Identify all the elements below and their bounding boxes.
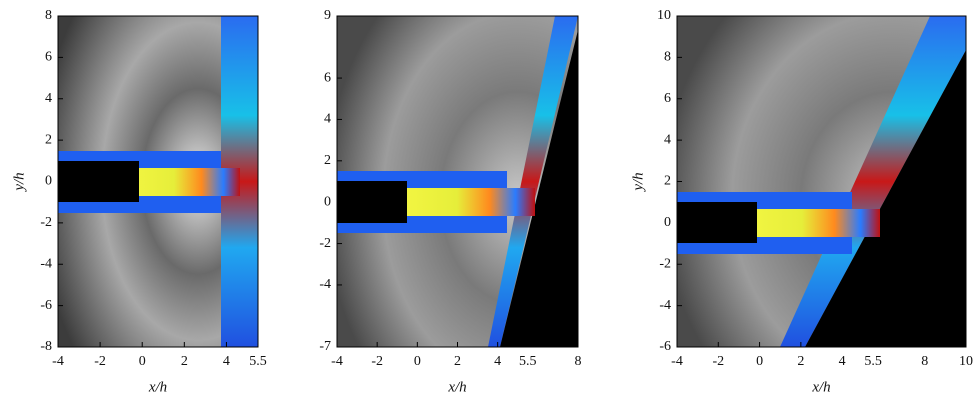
- x-tick-label: 4: [223, 354, 230, 369]
- y-tick-label: -6: [40, 298, 52, 313]
- x-axis-label: x/h: [811, 379, 830, 395]
- y-tick-label: -7: [319, 339, 331, 354]
- y-tick-label: -2: [40, 215, 52, 230]
- x-tick-label: 4: [839, 354, 846, 369]
- y-tick-label: 2: [45, 132, 52, 147]
- y-tick-label: 6: [45, 50, 52, 65]
- x-tick-label: 5.5: [519, 354, 537, 369]
- x-tick-label: -4: [52, 354, 64, 369]
- y-tick-label: 8: [45, 8, 52, 23]
- y-tick-label: 10: [657, 8, 671, 23]
- x-tick-label: -2: [371, 354, 383, 369]
- panel-image: [337, 16, 578, 347]
- y-tick-label: 0: [324, 194, 331, 209]
- y-tick-label: -2: [319, 236, 331, 251]
- x-tick-label: 0: [414, 354, 421, 369]
- y-tick-label: 4: [664, 132, 671, 147]
- y-tick-label: 2: [324, 153, 331, 168]
- x-tick-label: 2: [454, 354, 461, 369]
- y-tick-label: 0: [45, 174, 52, 189]
- y-tick-label: 0: [664, 215, 671, 230]
- y-tick-label: 6: [664, 91, 671, 106]
- y-tick-label: -6: [659, 339, 671, 354]
- x-tick-label: 0: [756, 354, 763, 369]
- x-tick-label: 4: [494, 354, 501, 369]
- x-tick-label: -4: [671, 354, 683, 369]
- y-tick-label: 2: [664, 174, 671, 189]
- y-axis-label: y/h: [630, 172, 646, 192]
- x-tick-label: 10: [959, 354, 973, 369]
- x-axis-label: x/h: [447, 379, 466, 395]
- y-tick-label: 8: [664, 50, 671, 65]
- x-tick-label: 5.5: [249, 354, 267, 369]
- panel-image: [58, 16, 258, 347]
- x-tick-label: 2: [181, 354, 188, 369]
- x-tick-label: -4: [331, 354, 343, 369]
- y-tick-label: 4: [324, 112, 331, 127]
- y-tick-label: -4: [319, 277, 331, 292]
- x-tick-label: 2: [797, 354, 804, 369]
- x-tick-label: -2: [712, 354, 724, 369]
- x-tick-label: 0: [139, 354, 146, 369]
- x-tick-label: 5.5: [864, 354, 882, 369]
- y-tick-label: 4: [45, 91, 52, 106]
- x-tick-label: 8: [575, 354, 582, 369]
- panel-image: [677, 16, 966, 347]
- y-tick-label: -2: [659, 256, 671, 271]
- x-axis-label: x/h: [148, 379, 167, 395]
- x-tick-label: 8: [921, 354, 928, 369]
- y-axis-label: y/h: [11, 172, 27, 192]
- x-tick-label: -2: [94, 354, 106, 369]
- y-tick-label: -8: [40, 339, 52, 354]
- y-tick-label: -4: [40, 256, 52, 271]
- y-tick-label: 9: [324, 8, 331, 23]
- y-tick-label: 6: [324, 70, 331, 85]
- y-tick-label: -4: [659, 298, 671, 313]
